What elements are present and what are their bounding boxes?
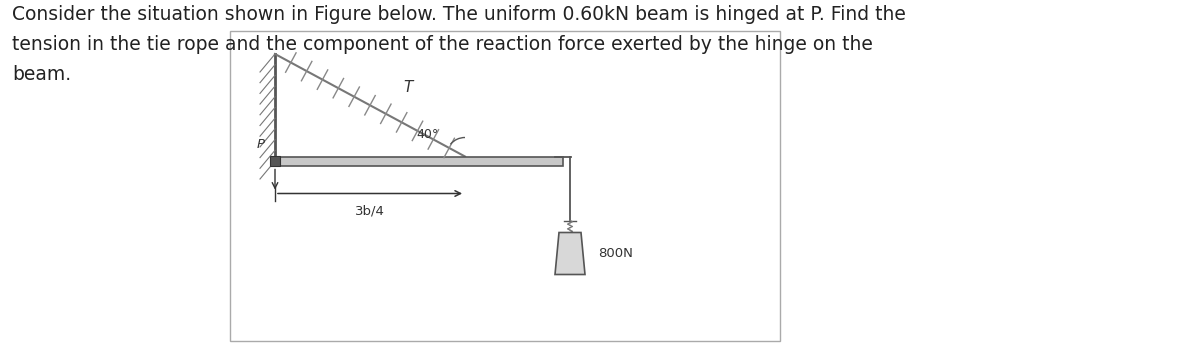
Text: P: P [257, 138, 265, 150]
Polygon shape [554, 232, 586, 275]
Text: T: T [403, 80, 413, 95]
Text: 3b/4: 3b/4 [355, 204, 385, 217]
Text: 40°: 40° [416, 128, 438, 141]
Text: Consider the situation shown in Figure below. The uniform 0.60kN beam is hinged : Consider the situation shown in Figure b… [12, 5, 906, 84]
Text: 800N: 800N [598, 247, 632, 260]
Bar [270, 156, 280, 166]
Bar [230, 31, 780, 341]
Bar [275, 156, 563, 165]
